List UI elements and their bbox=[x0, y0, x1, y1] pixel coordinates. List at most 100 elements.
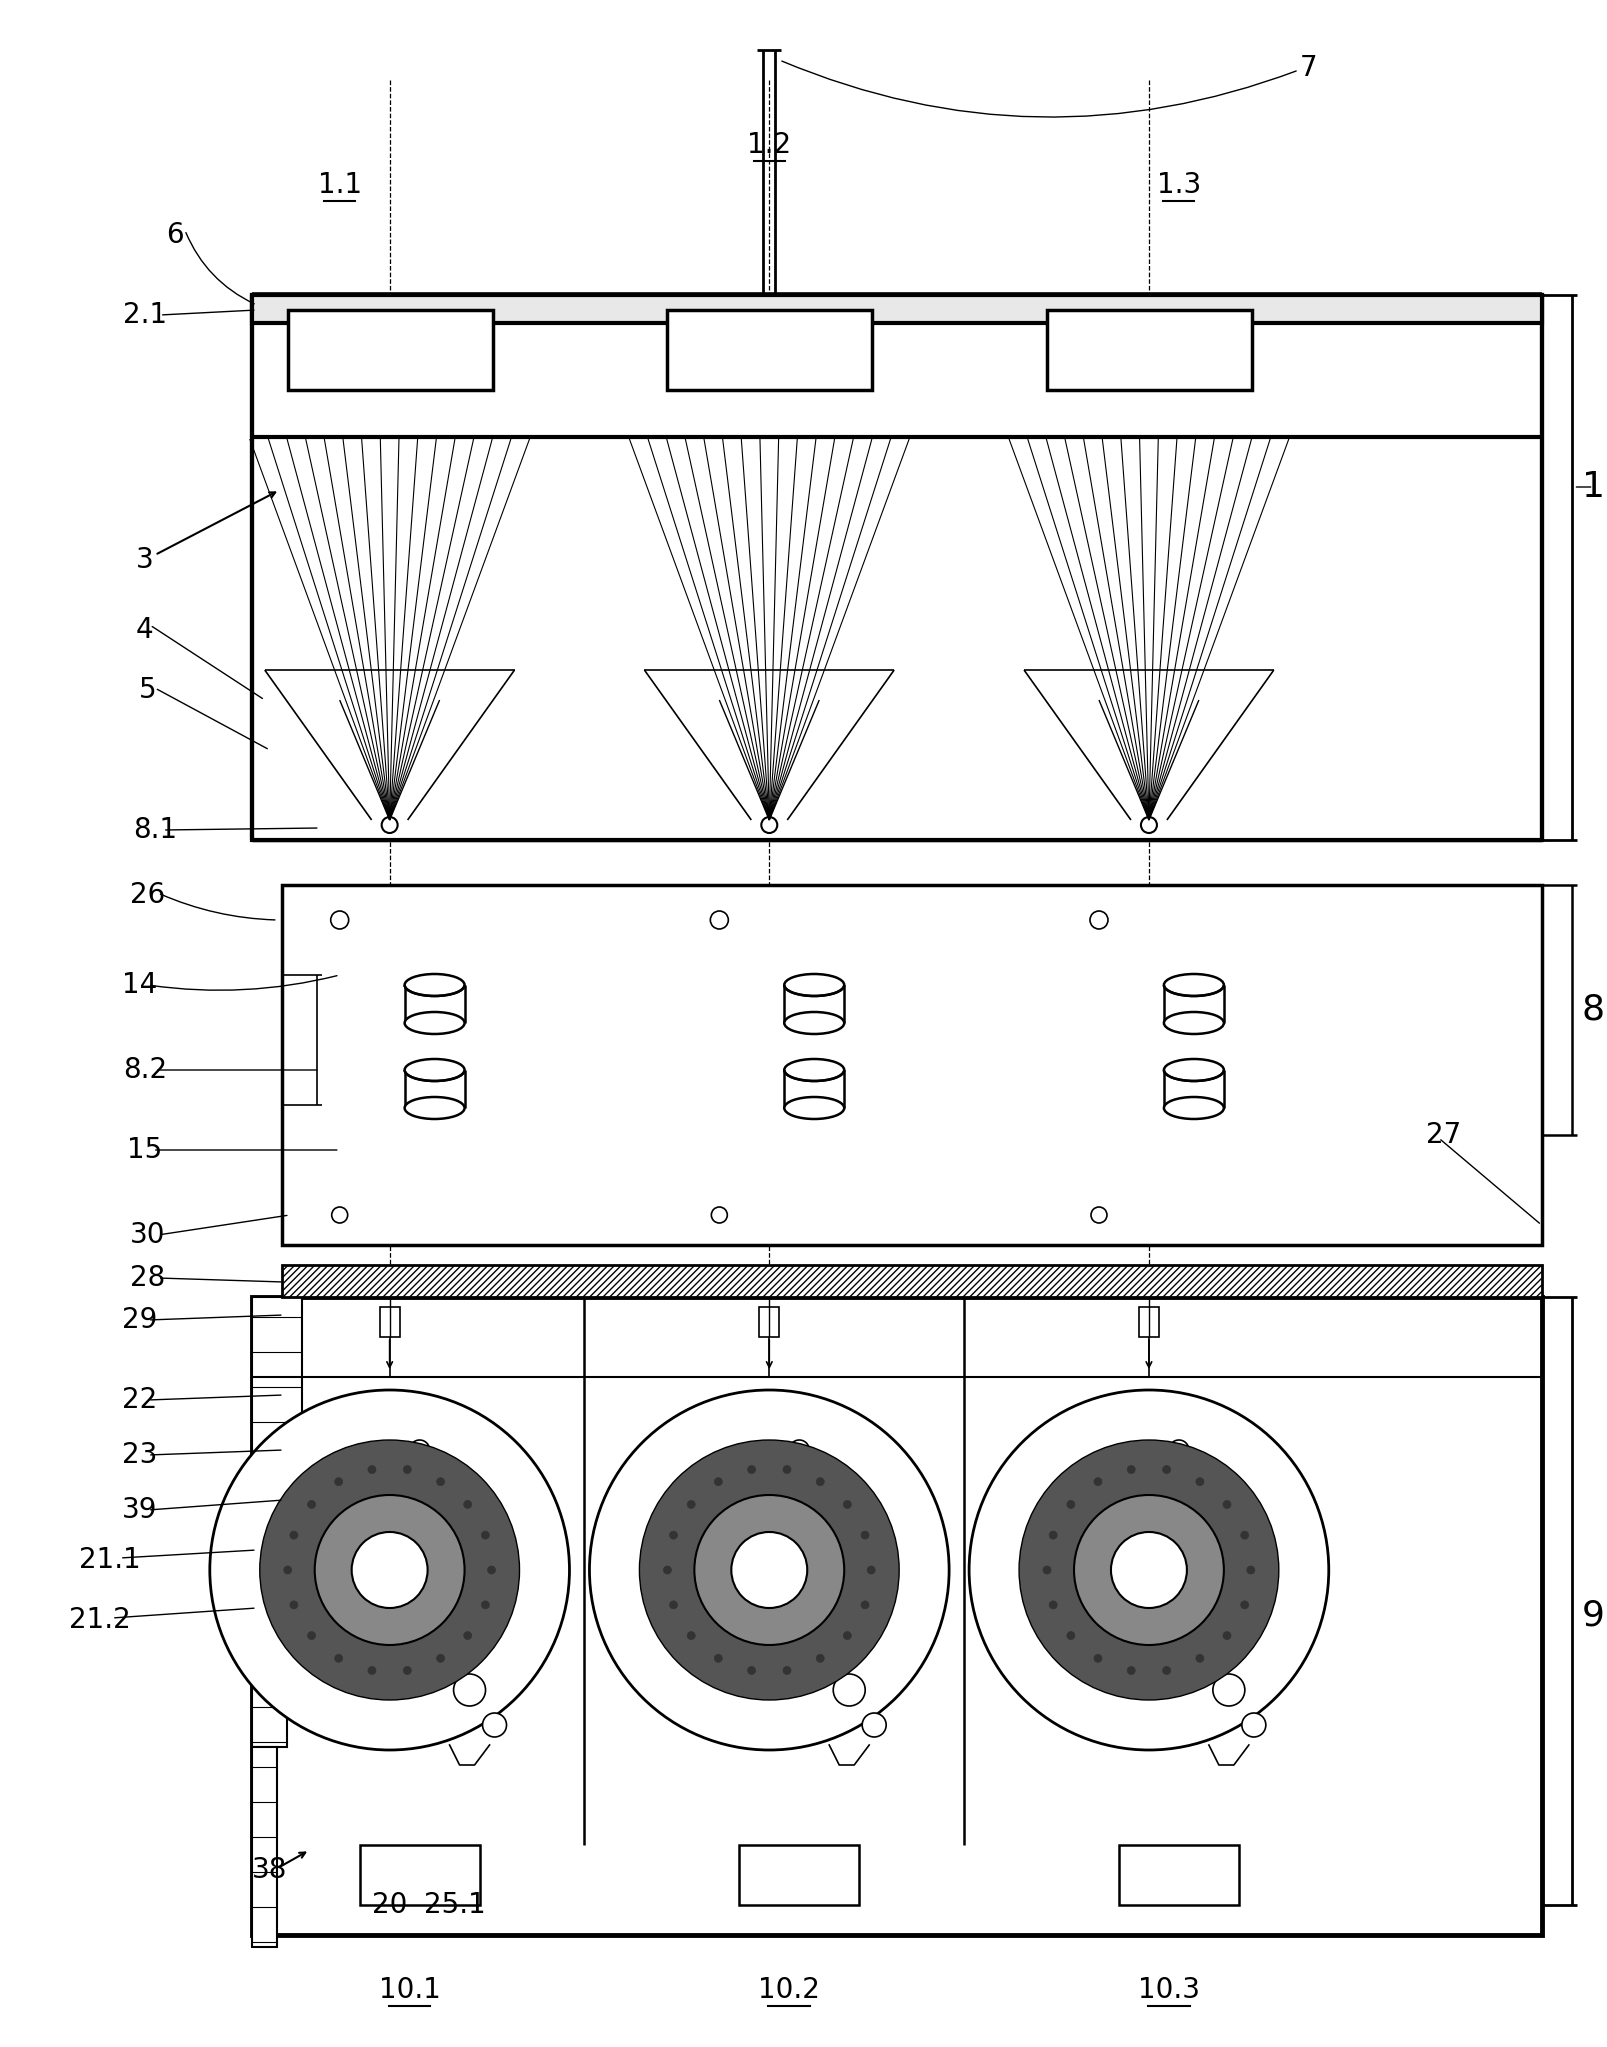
Bar bbox=[281, 884, 1541, 1245]
Bar bbox=[1138, 1306, 1159, 1337]
Text: 14: 14 bbox=[122, 970, 157, 999]
Circle shape bbox=[860, 1531, 868, 1539]
Circle shape bbox=[789, 1439, 808, 1460]
Circle shape bbox=[352, 1531, 427, 1609]
Circle shape bbox=[860, 1601, 868, 1609]
Circle shape bbox=[783, 1466, 791, 1474]
Circle shape bbox=[487, 1566, 495, 1574]
Ellipse shape bbox=[1163, 1058, 1223, 1081]
Circle shape bbox=[368, 1466, 376, 1474]
Circle shape bbox=[315, 1494, 464, 1646]
Circle shape bbox=[368, 1666, 376, 1674]
Bar bbox=[759, 1306, 779, 1337]
Bar bbox=[1118, 1844, 1237, 1906]
Bar bbox=[252, 1746, 276, 1947]
Circle shape bbox=[1019, 1439, 1278, 1699]
Circle shape bbox=[1223, 1631, 1231, 1640]
Text: 10.3: 10.3 bbox=[1138, 1975, 1199, 2004]
Ellipse shape bbox=[405, 1011, 464, 1034]
Circle shape bbox=[1241, 1601, 1249, 1609]
Text: 6: 6 bbox=[166, 221, 183, 250]
Text: 23: 23 bbox=[122, 1441, 157, 1470]
Circle shape bbox=[842, 1631, 850, 1640]
Circle shape bbox=[289, 1531, 297, 1539]
Text: 9: 9 bbox=[1581, 1599, 1604, 1634]
Text: 8.1: 8.1 bbox=[133, 817, 177, 843]
Circle shape bbox=[1048, 1531, 1056, 1539]
Text: 2.1: 2.1 bbox=[122, 301, 167, 330]
Text: 10.2: 10.2 bbox=[759, 1975, 820, 2004]
Circle shape bbox=[334, 1478, 342, 1486]
Circle shape bbox=[669, 1531, 677, 1539]
Circle shape bbox=[694, 1494, 844, 1646]
Bar bbox=[379, 1306, 400, 1337]
Ellipse shape bbox=[784, 1011, 844, 1034]
Circle shape bbox=[1127, 1466, 1135, 1474]
Ellipse shape bbox=[405, 1097, 464, 1120]
Circle shape bbox=[1212, 1674, 1244, 1705]
Circle shape bbox=[437, 1478, 444, 1486]
Circle shape bbox=[832, 1674, 865, 1705]
Circle shape bbox=[747, 1666, 755, 1674]
Bar bbox=[281, 1265, 1541, 1298]
Circle shape bbox=[1065, 1631, 1073, 1640]
Circle shape bbox=[969, 1390, 1327, 1750]
Bar bbox=[252, 1298, 1541, 1934]
Circle shape bbox=[1043, 1566, 1051, 1574]
Text: 30: 30 bbox=[130, 1220, 166, 1249]
Bar bbox=[288, 309, 492, 391]
Circle shape bbox=[410, 1439, 429, 1460]
Ellipse shape bbox=[405, 974, 464, 997]
Text: 28: 28 bbox=[130, 1263, 166, 1292]
Circle shape bbox=[669, 1601, 677, 1609]
Circle shape bbox=[289, 1601, 297, 1609]
Text: 10.1: 10.1 bbox=[378, 1975, 440, 2004]
Circle shape bbox=[1073, 1494, 1223, 1646]
Text: 3: 3 bbox=[137, 547, 154, 573]
Bar bbox=[252, 1298, 302, 1548]
Text: 4: 4 bbox=[137, 616, 154, 645]
Text: 22: 22 bbox=[122, 1386, 157, 1414]
Text: 20: 20 bbox=[371, 1891, 407, 1918]
Circle shape bbox=[334, 1654, 342, 1662]
Text: 1.3: 1.3 bbox=[1155, 172, 1200, 199]
Circle shape bbox=[1162, 1466, 1170, 1474]
Circle shape bbox=[1168, 1439, 1188, 1460]
Circle shape bbox=[866, 1566, 874, 1574]
Circle shape bbox=[590, 1390, 948, 1750]
Circle shape bbox=[1162, 1666, 1170, 1674]
Circle shape bbox=[1241, 1531, 1249, 1539]
Bar bbox=[252, 1548, 286, 1746]
Bar bbox=[252, 295, 1541, 839]
Circle shape bbox=[453, 1674, 485, 1705]
Circle shape bbox=[640, 1439, 898, 1699]
Circle shape bbox=[307, 1631, 315, 1640]
Circle shape bbox=[783, 1666, 791, 1674]
Circle shape bbox=[664, 1566, 672, 1574]
Circle shape bbox=[1093, 1654, 1101, 1662]
Bar bbox=[667, 309, 871, 391]
Circle shape bbox=[209, 1390, 569, 1750]
Text: 1: 1 bbox=[1581, 471, 1604, 504]
Circle shape bbox=[686, 1500, 694, 1509]
Bar bbox=[1046, 309, 1252, 391]
Circle shape bbox=[463, 1631, 471, 1640]
Text: 5: 5 bbox=[138, 676, 156, 704]
Text: 8.2: 8.2 bbox=[122, 1056, 167, 1085]
Circle shape bbox=[1110, 1531, 1186, 1609]
Circle shape bbox=[861, 1713, 885, 1738]
Ellipse shape bbox=[405, 1058, 464, 1081]
Text: 15: 15 bbox=[127, 1136, 162, 1165]
Circle shape bbox=[403, 1466, 411, 1474]
Ellipse shape bbox=[784, 974, 844, 997]
Text: 29: 29 bbox=[122, 1306, 157, 1335]
Circle shape bbox=[283, 1566, 291, 1574]
Circle shape bbox=[1065, 1500, 1073, 1509]
Text: 8: 8 bbox=[1581, 993, 1604, 1028]
Text: 1.2: 1.2 bbox=[747, 131, 791, 160]
Circle shape bbox=[260, 1439, 519, 1699]
Text: 38: 38 bbox=[252, 1857, 288, 1883]
Ellipse shape bbox=[784, 1097, 844, 1120]
Circle shape bbox=[842, 1500, 850, 1509]
Circle shape bbox=[816, 1478, 824, 1486]
